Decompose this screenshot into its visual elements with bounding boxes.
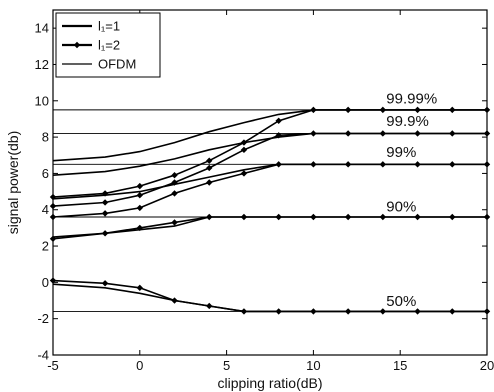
diamond-marker	[171, 172, 178, 179]
x-tick-label: 0	[136, 358, 143, 373]
diamond-marker	[344, 130, 352, 137]
diamond-marker	[275, 161, 282, 168]
x-tick-label: -5	[47, 358, 59, 373]
y-tick-label: 12	[35, 57, 49, 72]
diamond-marker	[240, 170, 248, 177]
series-l1-1-line	[52, 283, 487, 313]
diamond-marker	[136, 224, 143, 232]
diamond-marker	[310, 161, 317, 168]
diamond-marker	[240, 213, 248, 221]
diamond-marker	[344, 308, 352, 315]
diamond-marker	[136, 284, 143, 292]
diamond-marker	[206, 302, 213, 310]
diamond-marker	[414, 106, 421, 114]
percentile-annotation: 90%	[386, 199, 416, 216]
y-tick-label: 10	[35, 93, 49, 108]
y-tick-label: -4	[37, 348, 49, 363]
diamond-marker	[275, 132, 282, 139]
diamond-marker	[414, 308, 421, 315]
diamond-marker	[310, 130, 317, 137]
diamond-marker	[206, 179, 213, 186]
diamond-marker	[449, 106, 456, 114]
percentile-annotation: 50%	[386, 293, 416, 310]
diamond-marker	[101, 199, 109, 206]
percentile-annotation: 99.99%	[386, 91, 437, 108]
y-axis-label: signal power(db)	[5, 131, 21, 235]
ticks-layer: -5 0 5 10 15 20 -4 -2 0 2 4 6 8 10 12 14	[35, 10, 494, 373]
x-tick-label: 15	[393, 358, 407, 373]
diamond-marker	[414, 161, 421, 168]
y-tick-label: 2	[42, 239, 49, 254]
diamond-marker	[101, 280, 109, 287]
diamond-marker	[344, 106, 352, 114]
x-tick-label: 5	[223, 358, 230, 373]
diamond-marker	[101, 210, 109, 217]
diamond-marker	[101, 230, 109, 237]
legend-label: OFDM	[98, 57, 136, 72]
diamond-marker	[136, 182, 143, 190]
diamond-marker	[206, 164, 213, 172]
legend-label: l₁=1	[98, 19, 120, 34]
plot-frame	[52, 9, 488, 356]
series-layer	[49, 106, 491, 315]
diamond-marker	[414, 130, 421, 137]
diamond-marker	[379, 213, 387, 221]
diamond-marker	[344, 161, 352, 168]
diamond-marker	[240, 308, 248, 315]
percentile-annotation: 99%	[386, 144, 416, 161]
series-l1-2-line	[52, 279, 487, 313]
y-tick-label: -2	[37, 311, 49, 326]
diamond-marker	[275, 117, 282, 124]
diamond-marker	[206, 213, 213, 221]
x-axis-label: clipping ratio(dB)	[217, 375, 322, 391]
diamond-marker	[275, 308, 282, 315]
diamond-marker	[171, 190, 178, 197]
series-l1-1-line	[52, 216, 487, 238]
x-tick-label: 20	[480, 358, 494, 373]
diamond-marker	[344, 213, 352, 221]
y-tick-label: 4	[42, 202, 49, 217]
diamond-marker	[310, 213, 317, 221]
diamond-marker	[414, 213, 421, 221]
diamond-marker	[206, 157, 213, 164]
diamond-marker	[136, 204, 143, 212]
series-l1-1-line	[52, 109, 487, 162]
legend: l₁=1 l₁=2 OFDM	[55, 12, 161, 78]
diamond-marker	[171, 219, 178, 226]
y-tick-label: 8	[42, 130, 49, 145]
diamond-marker	[379, 308, 387, 315]
diamond-marker	[171, 297, 178, 304]
diamond-marker	[449, 308, 456, 315]
annotations: 99.99% 99.9% 99% 90% 50%	[386, 91, 437, 310]
y-tick-label: 0	[42, 275, 49, 290]
series-l1-2-line	[52, 216, 487, 240]
diamond-marker	[136, 192, 143, 199]
legend-label: l₁=2	[98, 38, 120, 53]
diamond-marker	[449, 161, 456, 168]
diamond-marker	[240, 146, 248, 154]
x-tick-label: 10	[306, 358, 320, 373]
diamond-marker	[449, 130, 456, 137]
diamond-marker	[379, 106, 387, 114]
diamond-marker	[449, 213, 456, 221]
diamond-marker	[310, 308, 317, 315]
percentile-annotation: 99.9%	[386, 113, 429, 130]
y-tick-label: 14	[35, 21, 49, 36]
legend-diamond-marker	[73, 41, 81, 49]
diamond-marker	[310, 106, 317, 114]
y-tick-label: 6	[42, 166, 49, 181]
diamond-marker	[275, 213, 282, 221]
diamond-marker	[379, 161, 387, 168]
diamond-marker	[379, 130, 387, 137]
